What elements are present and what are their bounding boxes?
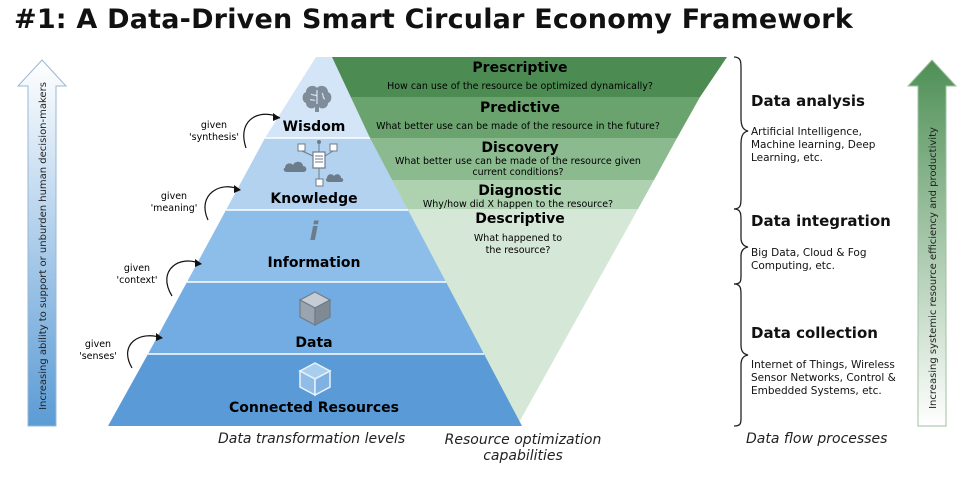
process-title-data-analysis: Data analysis (751, 92, 865, 110)
capability-desc-descriptive-line1: What happened to (474, 233, 562, 244)
pyramid-level-knowledge (226, 138, 408, 210)
pyramid-level-information (187, 210, 446, 282)
level-label-wisdom: Wisdom (283, 119, 346, 135)
capabilities-triangle (316, 57, 727, 426)
caption-resource-optimization: Resource optimization capabilities (432, 432, 614, 464)
capability-desc-predictive: What better use can be made of the resou… (376, 121, 660, 132)
level-label-information: Information (268, 255, 361, 271)
capability-title-diagnostic: Diagnostic (478, 183, 562, 199)
given-context: given 'context' (116, 259, 202, 297)
brace-data-collection (733, 283, 749, 427)
process-text-data-integration: Big Data, Cloud & Fog Computing, etc. (751, 247, 867, 272)
level-label-connected-resources: Connected Resources (229, 400, 399, 416)
process-title-data-collection: Data collection (751, 324, 878, 342)
caption-transformation-levels: Data transformation levels (218, 431, 406, 447)
process-text-data-analysis: Artificial Intelligence, Machine learnin… (751, 126, 876, 164)
given-meaning: given 'meaning' (151, 185, 241, 221)
capability-title-discovery: Discovery (481, 140, 558, 156)
capability-desc-diagnostic: Why/how did X happen to the resource? (423, 199, 613, 210)
cube-outline-icon (298, 362, 332, 397)
capability-desc-discovery-line2: current conditions? (472, 167, 563, 178)
brain-icon (302, 85, 332, 112)
left-arrow-label: Increasing ability to support or unburde… (38, 82, 49, 410)
level-label-knowledge: Knowledge (270, 191, 357, 207)
capability-band-predictive (340, 97, 700, 138)
given-context-line2: 'context' (116, 275, 157, 286)
capability-title-descriptive: Descriptive (475, 211, 565, 227)
right-arrow: Increasing systemic resource efficiency … (906, 59, 958, 427)
brace-data-integration (733, 208, 749, 285)
capability-title-prescriptive: Prescriptive (472, 60, 567, 76)
given-meaning-line2: 'meaning' (151, 203, 198, 214)
capability-band-prescriptive (316, 57, 727, 97)
cube-icon (298, 291, 332, 326)
capability-band-diagnostic (385, 180, 654, 209)
caption-resource-optimization-line2: capabilities (483, 448, 563, 464)
given-meaning-line1: given (161, 191, 187, 202)
left-arrow: Increasing ability to support or unburde… (16, 59, 68, 427)
level-label-data: Data (295, 335, 332, 351)
caption-resource-optimization-line1: Resource optimization (444, 432, 602, 448)
given-senses: given 'senses' (79, 333, 163, 369)
capability-band-discovery (362, 138, 677, 180)
right-arrow-label: Increasing systemic resource efficiency … (928, 127, 939, 409)
caption-data-flow-processes: Data flow processes (746, 431, 888, 447)
given-synthesis-line1: given (201, 120, 227, 131)
given-senses-line2: 'senses' (79, 351, 117, 362)
capability-desc-discovery-line1: What better use can be made of the resou… (395, 156, 641, 167)
capability-band-descriptive (404, 209, 638, 426)
given-synthesis-line2: 'synthesis' (189, 132, 239, 143)
given-context-line1: given (124, 263, 150, 274)
brace-data-analysis (733, 56, 749, 210)
page-title: #1: A Data-Driven Smart Circular Economy… (14, 4, 853, 35)
capability-desc-prescriptive: How can use of the resource be optimized… (387, 81, 653, 92)
network-cloud-icon (283, 140, 344, 187)
given-synthesis: given 'synthesis' (189, 113, 281, 149)
info-icon: i (310, 217, 320, 247)
process-title-data-integration: Data integration (751, 212, 891, 230)
given-senses-line1: given (85, 339, 111, 350)
process-text-data-collection: Internet of Things, Wireless Sensor Netw… (751, 359, 896, 397)
capability-title-predictive: Predictive (480, 100, 560, 116)
capability-desc-descriptive-line2: the resource? (486, 245, 551, 256)
